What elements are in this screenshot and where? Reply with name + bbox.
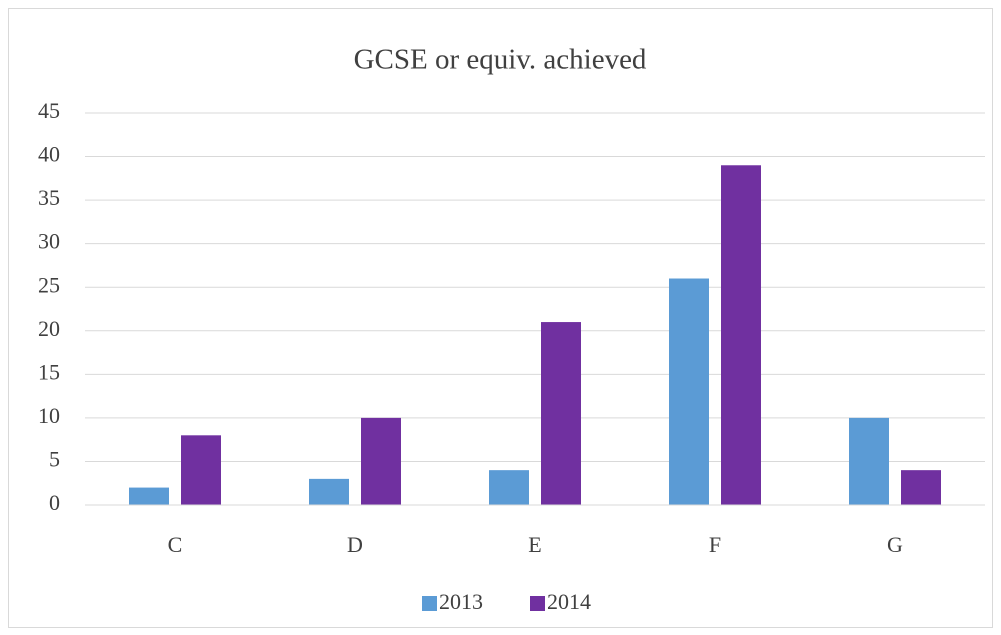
x-tick-label: E — [528, 532, 541, 557]
y-tick-label: 10 — [38, 403, 60, 428]
y-tick-label: 0 — [49, 490, 60, 515]
chart-border — [8, 8, 993, 628]
bar — [541, 322, 581, 505]
bar — [721, 165, 761, 505]
chart-title: GCSE or equiv. achieved — [354, 44, 647, 76]
legend-label: 2013 — [439, 589, 483, 614]
y-tick-label: 30 — [38, 229, 60, 254]
bar — [309, 478, 349, 505]
x-tick-label: C — [168, 532, 183, 557]
bar — [181, 435, 221, 505]
bar — [489, 470, 529, 505]
bar — [849, 417, 889, 505]
y-tick-label: 40 — [38, 142, 60, 167]
legend-swatch — [422, 596, 437, 611]
y-tick-label: 25 — [38, 272, 60, 297]
x-tick-label: G — [887, 532, 903, 557]
y-tick-label: 45 — [38, 98, 60, 123]
bar — [669, 278, 709, 505]
y-tick-label: 20 — [38, 316, 60, 341]
y-tick-label: 5 — [49, 446, 60, 471]
y-tick-label: 15 — [38, 359, 60, 384]
legend-swatch — [530, 596, 545, 611]
legend-label: 2014 — [547, 589, 591, 614]
x-tick-label: D — [347, 532, 363, 557]
y-tick-label: 35 — [38, 185, 60, 210]
bar — [901, 470, 941, 505]
x-tick-label: F — [709, 532, 721, 557]
bar — [361, 417, 401, 505]
bar — [129, 487, 169, 505]
